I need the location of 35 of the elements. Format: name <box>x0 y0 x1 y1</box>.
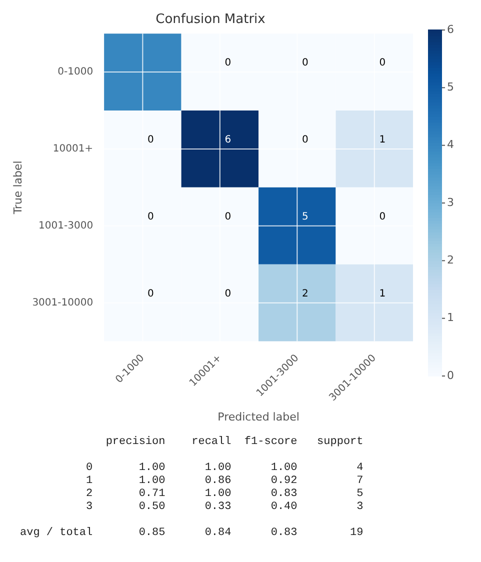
y-tick-label: 1001-3000 <box>38 220 94 232</box>
y-axis-title: True label <box>11 160 24 216</box>
y-tick-label: 0-1000 <box>58 66 94 78</box>
color-bar-label: 4 <box>447 138 454 152</box>
data-label: 5 <box>302 211 308 222</box>
color-bar-label: 3 <box>447 196 454 209</box>
text: 1 1.00 0.86 0.92 7 <box>85 475 364 488</box>
data-label: 2 <box>302 288 308 300</box>
text: 3 0.50 0.33 0.40 3 <box>85 501 364 514</box>
chart-title: Confusion Matrix <box>156 12 266 28</box>
data-label: 0 <box>224 58 232 69</box>
color-bar-label: 2 <box>447 254 454 267</box>
data-label: 1 <box>379 134 386 146</box>
text: 2 0.71 1.00 0.83 5 <box>85 488 364 501</box>
data-label: 0 <box>379 211 386 222</box>
data-label: 0 <box>224 211 232 222</box>
data-label: 0 <box>148 134 154 146</box>
y-tick-label: 10001+ <box>52 144 94 155</box>
data-label: 0 <box>148 211 154 222</box>
text: precision recall f1-score support <box>104 436 364 449</box>
color-bar-label: 1 <box>447 311 454 324</box>
x-axis-title: Predicted label <box>218 410 300 424</box>
data-label: 1 <box>379 288 386 300</box>
data-label: 0 <box>379 58 386 69</box>
color-bar-label: 0 <box>447 368 454 382</box>
text: 0 1.00 1.00 1.00 4 <box>85 462 364 475</box>
y-tick-label: 3001-10000 <box>32 297 94 308</box>
data-label: 0 <box>302 134 308 146</box>
data-label: 0 <box>148 288 154 300</box>
color-bar-label: 5 <box>447 80 454 94</box>
data-label: 6 <box>224 134 232 146</box>
data-label: 0 <box>224 288 232 300</box>
data-label: 0 <box>302 58 308 69</box>
text: avg / total 0.85 0.84 0.83 19 <box>20 527 364 540</box>
color-bar-label: 6 <box>447 22 454 36</box>
